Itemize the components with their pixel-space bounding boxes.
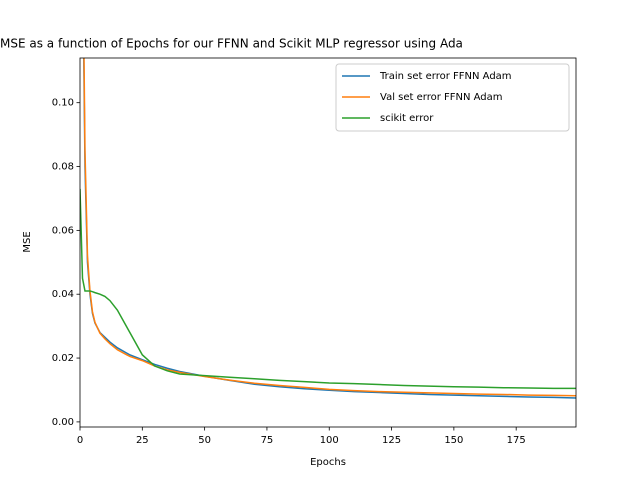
- x-tick-label: 0: [77, 435, 83, 446]
- legend-box: [335, 63, 570, 132]
- y-axis-label: MSE: [22, 231, 33, 252]
- y-tick-label: 0.10: [52, 98, 74, 109]
- x-tick-label: 125: [382, 435, 401, 446]
- plot-area: [80, 58, 576, 399]
- series-line: [80, 188, 576, 390]
- legend-label: Val set error FFNN Adam: [380, 92, 503, 103]
- x-tick-label: 75: [261, 435, 274, 446]
- y-tick-label: 0.02: [52, 353, 74, 364]
- series-line: [83, 58, 576, 397]
- y-tick-label: 0.00: [52, 417, 74, 428]
- x-tick-label: 50: [198, 435, 211, 446]
- x-axis-label: Epochs: [310, 457, 346, 468]
- x-tick-label: 150: [444, 435, 463, 446]
- chart-title: MSE as a function of Epochs for our FFNN…: [0, 37, 463, 51]
- y-tick-label: 0.06: [52, 225, 74, 236]
- x-tick-label: 100: [320, 435, 339, 446]
- x-tick-label: 25: [136, 435, 149, 446]
- y-tick-label: 0.04: [52, 289, 74, 300]
- legend-label: scikit error: [380, 113, 434, 124]
- plot-frame: [79, 57, 577, 428]
- y-tick-label: 0.08: [52, 162, 74, 173]
- series-line: [83, 58, 576, 399]
- legend-label: Train set error FFNN Adam: [379, 71, 512, 82]
- x-tick-label: 175: [507, 435, 526, 446]
